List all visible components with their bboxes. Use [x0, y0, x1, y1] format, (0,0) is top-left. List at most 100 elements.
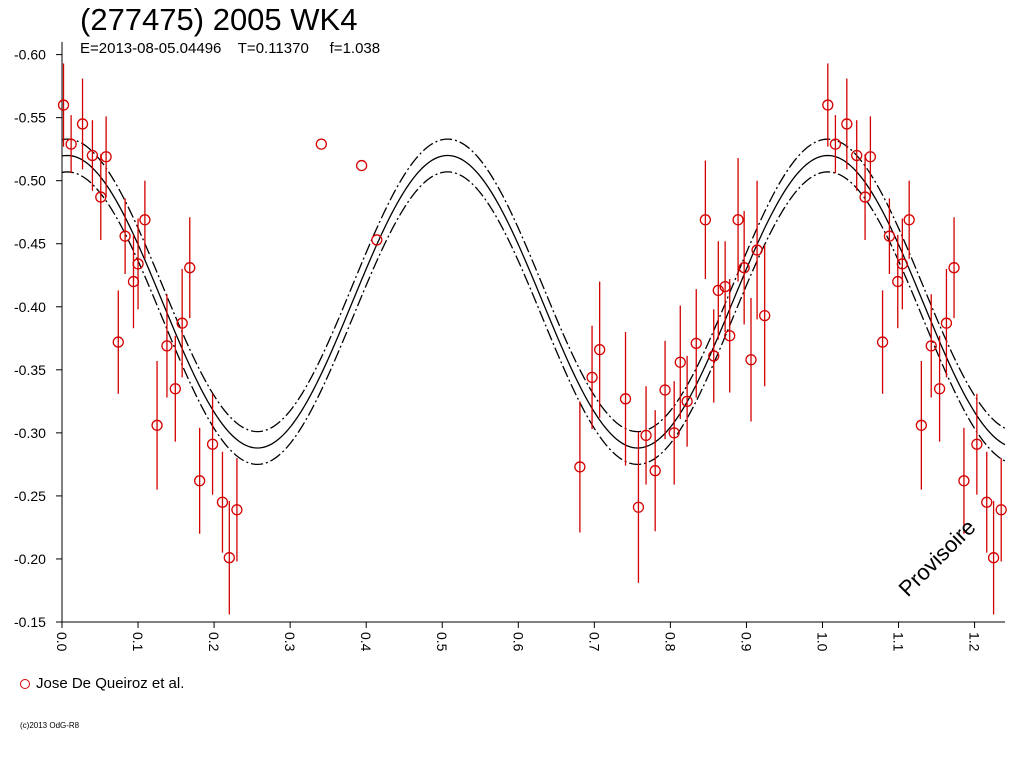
data-point [883, 230, 896, 242]
data-point [231, 504, 243, 516]
data-point [732, 214, 744, 226]
y-tick-label: -0.15 [14, 614, 46, 630]
chart-axes [56, 42, 1005, 628]
data-point [65, 138, 77, 150]
data-point [594, 344, 606, 356]
data-point [161, 340, 173, 352]
legend: Jose De Queiroz et al. [20, 675, 184, 692]
y-tick-label: -0.25 [14, 488, 46, 504]
data-point [640, 429, 652, 442]
data-point [151, 419, 163, 431]
data-point [574, 461, 586, 473]
data-point [759, 309, 771, 322]
data-point [169, 383, 181, 395]
data-point [132, 258, 144, 270]
x-tick-label: 0.6 [510, 632, 526, 652]
x-tick-label: 0.5 [434, 632, 450, 652]
fit-curve-main [61, 154, 1006, 449]
x-tick-label: 0.8 [662, 632, 678, 652]
data-point [864, 151, 877, 163]
data-point [925, 340, 937, 352]
error-bars [62, 63, 1002, 615]
data-point [371, 234, 383, 246]
data-point [915, 419, 927, 431]
x-tick-label: 1.0 [814, 632, 830, 652]
data-point [206, 438, 219, 450]
data-point [86, 149, 99, 162]
y-tick-label: -0.40 [14, 299, 46, 315]
data-point [851, 149, 863, 162]
data-point [619, 393, 632, 405]
data-point [659, 384, 671, 396]
data-point [708, 350, 720, 362]
data-point [193, 475, 206, 487]
data-point [95, 191, 107, 203]
data-point [981, 496, 993, 508]
data-point [822, 99, 834, 111]
data-point [223, 552, 235, 564]
data-point [933, 383, 946, 395]
y-tick-label: -0.20 [14, 551, 46, 567]
x-tick-label: 0.1 [130, 632, 146, 652]
data-point [681, 395, 693, 407]
chart-title: (277475) 2005 WK4 [80, 2, 358, 37]
data-point [859, 191, 871, 203]
data-point [712, 284, 724, 297]
y-tick-label: -0.45 [14, 236, 46, 252]
data-point [355, 159, 368, 172]
data-point [987, 552, 1000, 564]
data-point [896, 258, 908, 270]
data-point [668, 427, 680, 439]
data-point [139, 214, 151, 226]
data-point [876, 336, 889, 348]
x-tick-label: 0.7 [586, 632, 602, 652]
data-point [903, 214, 915, 226]
data-point [216, 496, 229, 508]
x-tick-label: 0.9 [738, 632, 754, 652]
data-point [100, 151, 112, 163]
y-tick-label: -0.30 [14, 425, 46, 441]
x-tick-label: 0.3 [282, 632, 298, 652]
data-point [971, 438, 983, 450]
data-points [57, 99, 1007, 564]
x-tick-label: 1.1 [891, 632, 907, 652]
data-point [940, 317, 953, 329]
data-point [719, 280, 731, 293]
x-tick-label: 1.2 [967, 632, 983, 652]
data-point [649, 465, 661, 477]
data-point [699, 214, 712, 226]
data-point [586, 371, 598, 384]
data-point [751, 244, 763, 256]
data-point [745, 354, 757, 366]
data-point [127, 275, 140, 288]
y-tick-label: -0.55 [14, 110, 46, 126]
data-point [176, 317, 188, 329]
y-tick-label: -0.50 [14, 173, 46, 189]
fit-curve-upper [61, 138, 1006, 433]
x-tick-label: 0.2 [206, 632, 222, 652]
data-point [948, 262, 960, 274]
legend-label: Jose De Queiroz et al. [36, 675, 185, 692]
data-point [995, 504, 1007, 516]
data-point [724, 330, 736, 342]
chart-subtitle: E=2013-08-05.04496 T=0.11370 f=1.038 [80, 40, 381, 57]
data-point [112, 336, 124, 348]
copyright-text: (c)2013 OdG-R8 [20, 721, 80, 730]
tick-labels: -0.60 -0.55 -0.50 -0.45 -0.40 -0.35 -0.30 -0.25… [14, 47, 983, 652]
data-point [57, 99, 70, 111]
x-tick-label: 0.0 [54, 632, 70, 652]
data-point [958, 475, 970, 487]
fit-curve-lower [61, 171, 1006, 466]
fit-curves [61, 138, 1006, 466]
data-point [76, 118, 89, 130]
y-tick-label: -0.60 [14, 47, 46, 63]
x-tick-label: 0.4 [358, 632, 374, 652]
data-point [632, 501, 645, 513]
y-tick-label: -0.35 [14, 362, 46, 378]
data-point [119, 230, 131, 242]
data-point [184, 262, 196, 274]
data-point [674, 356, 686, 368]
data-point [690, 337, 702, 349]
data-point [829, 138, 842, 150]
